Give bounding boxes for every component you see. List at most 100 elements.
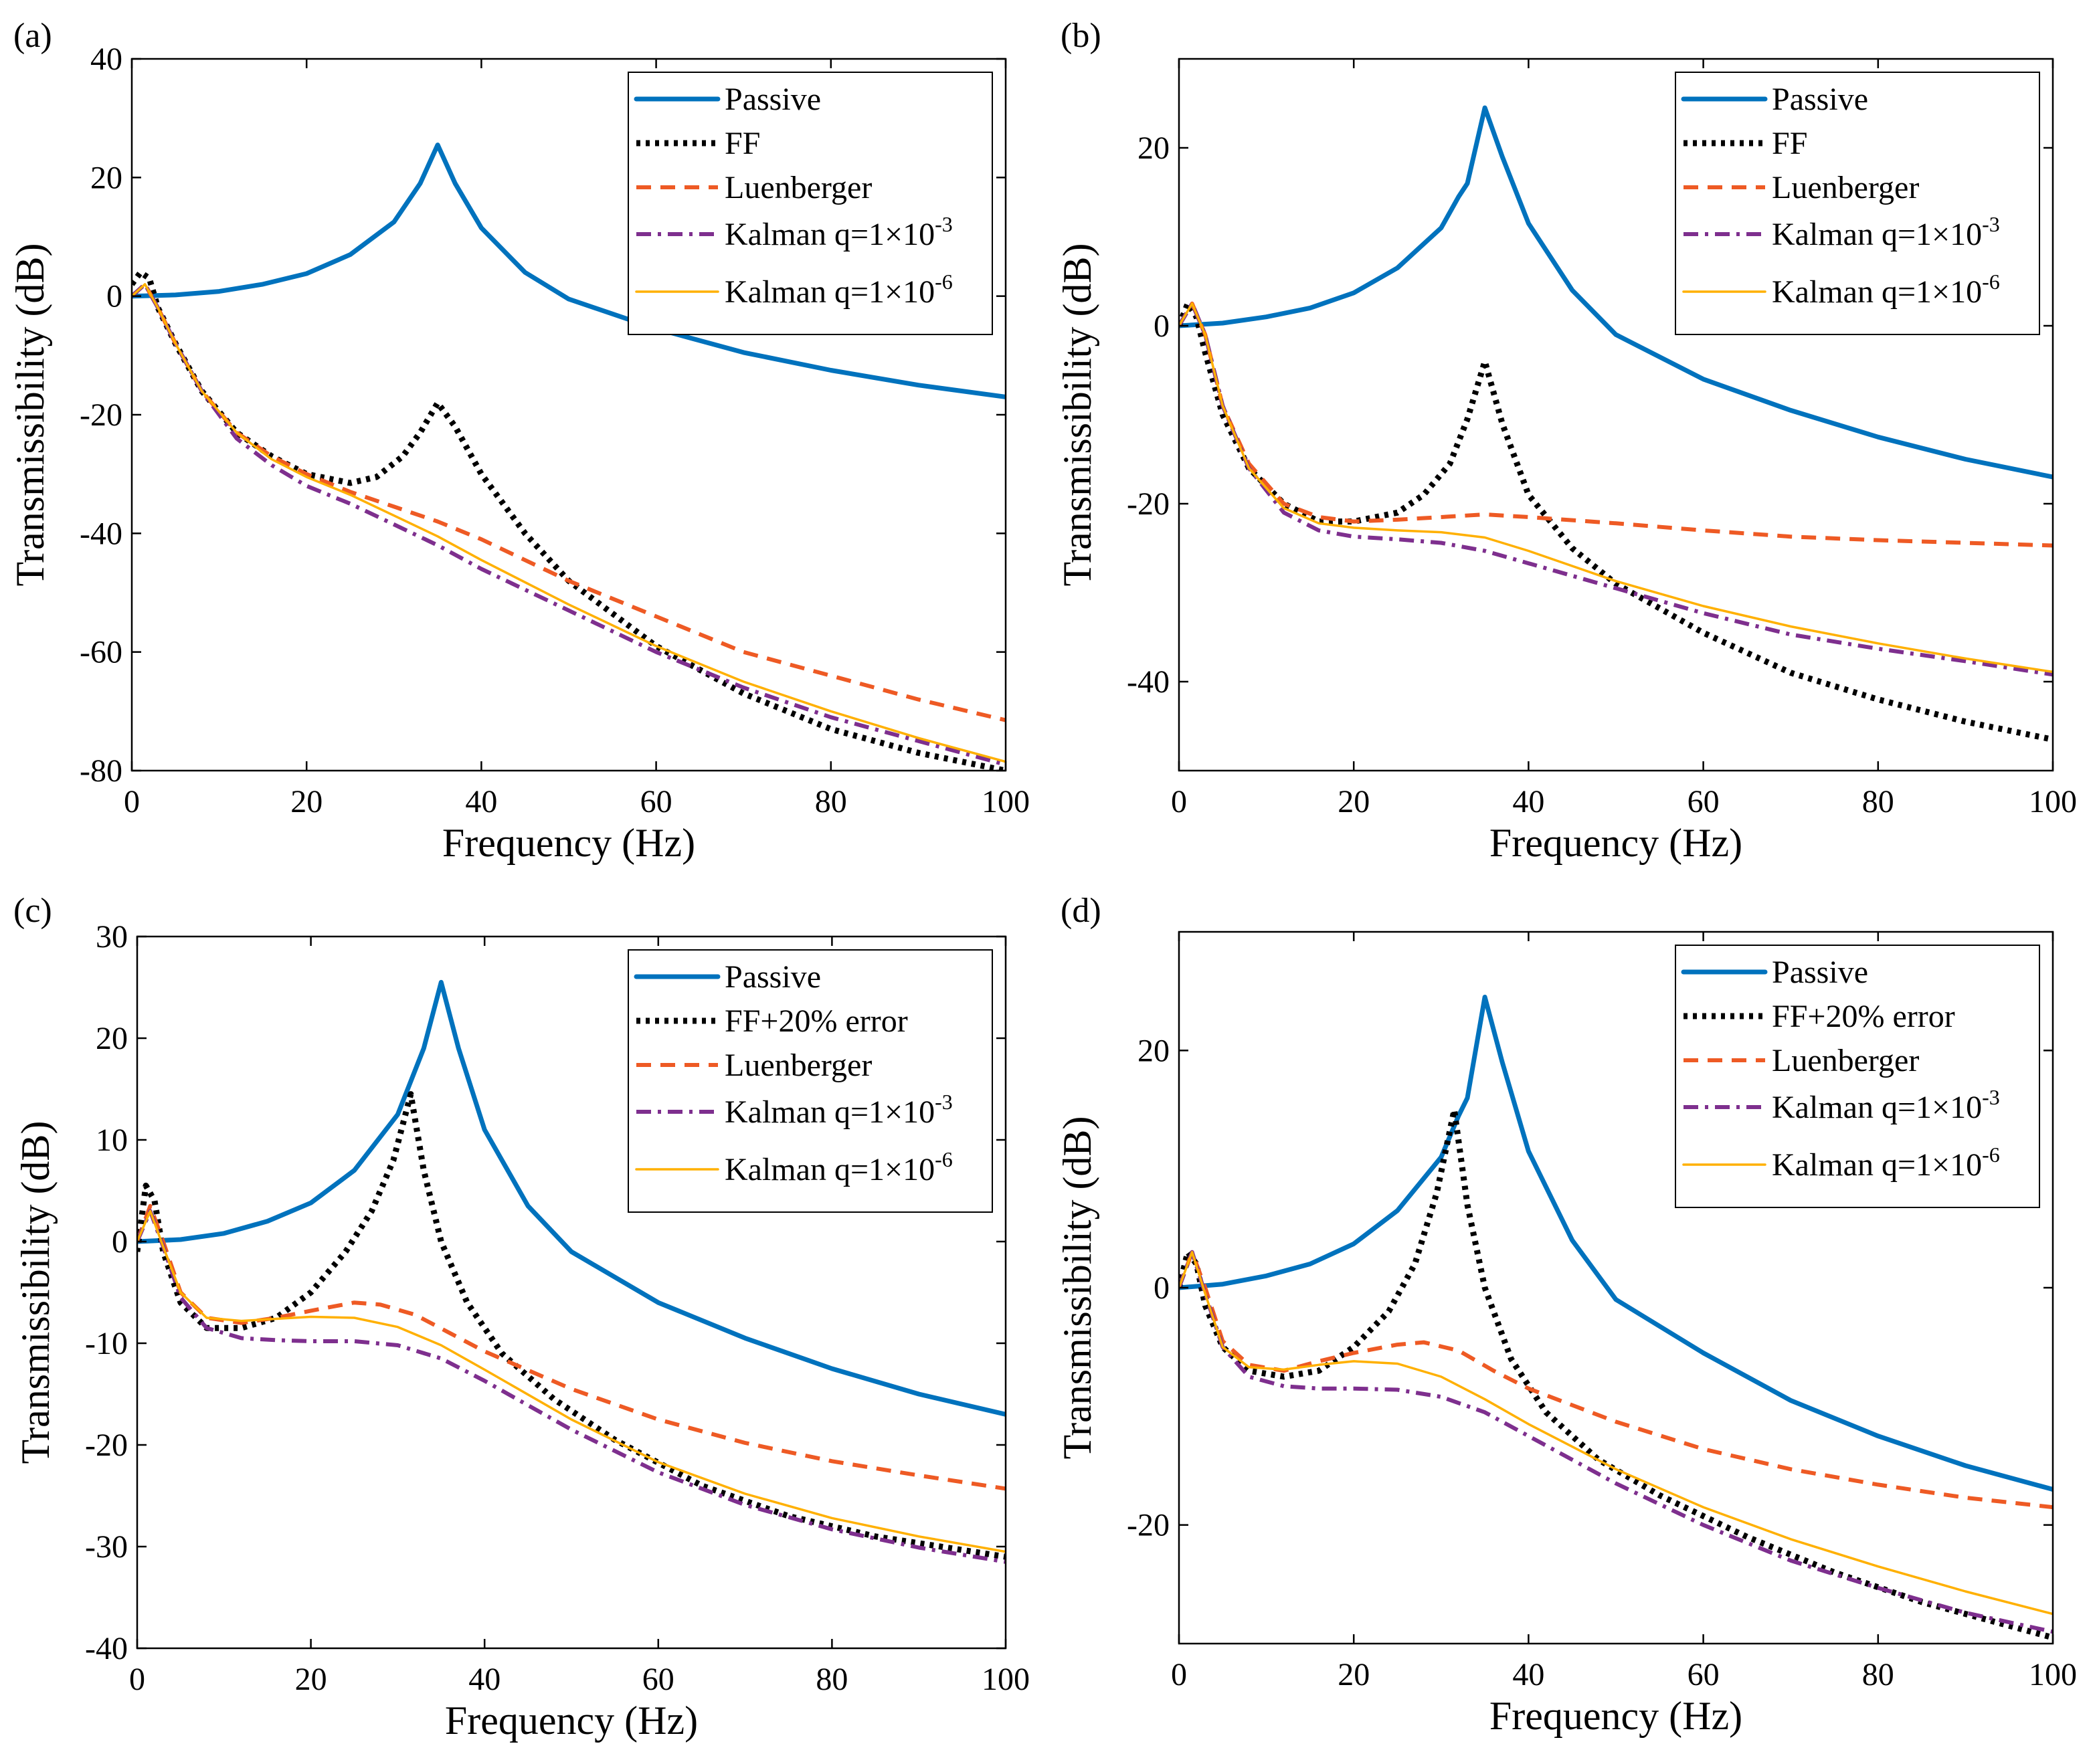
legend-item: FF [636, 126, 760, 161]
x-axis-title: Frequency (Hz) [442, 821, 695, 865]
series-line-passive [137, 979, 1006, 1417]
legend-item: Passive [634, 959, 821, 995]
panel-3: (c) 0 20 40 60 80 100 -40 -30 -20 -10 0 10 20 30 Freque… [13, 892, 1030, 1743]
y-tick-label: 10 [96, 1122, 128, 1158]
panel-label: (d) [1061, 892, 1101, 930]
y-axis-title: Transmissibility (dB) [1055, 243, 1099, 587]
y-tick-label: 20 [96, 1021, 128, 1056]
legend-label: Luenberger [1772, 1043, 1919, 1078]
legend-label: Luenberger [725, 1048, 872, 1083]
legend-label: Kalman q=1×10-6 [725, 270, 953, 310]
axes-box [136, 935, 1007, 1650]
legend-item: Kalman q=1×10-3 [636, 212, 953, 252]
legend-item: Kalman q=1×10-3 [636, 1090, 953, 1130]
y-tick-label: -20 [85, 1428, 128, 1463]
panel-1: (a)0 20 40 60 80 100-80-60-40-2002040Frequenc… [8, 17, 1030, 865]
x-axis-title: Frequency (Hz) [445, 1698, 698, 1743]
legend-label: Kalman q=1×10-3 [1772, 212, 2000, 252]
x-tick-label: 80 [1862, 784, 1894, 819]
x-tick-label: 80 [815, 784, 847, 819]
legend-item: Kalman q=1×10-6 [635, 1147, 953, 1187]
axes-box [1178, 58, 2054, 772]
legend-label: FF+20% error [1772, 999, 1955, 1034]
legend-label-exponent: -6 [935, 270, 953, 294]
y-tick-label: 30 [96, 919, 128, 955]
x-axis-title: Frequency (Hz) [1489, 821, 1742, 865]
legend-item: Kalman q=1×10-6 [1682, 270, 2000, 310]
series-line-kalman-q-1-10-3 [1179, 1250, 2053, 1634]
legend-label: Kalman q=1×10-3 [725, 1090, 953, 1130]
series-group [137, 979, 1006, 1564]
legend-item: Kalman q=1×10-6 [1682, 1143, 2000, 1183]
x-tick-label: 100 [982, 1662, 1030, 1697]
legend-item: Kalman q=1×10-3 [1683, 1085, 2000, 1125]
y-tick-label: 20 [1137, 1033, 1170, 1068]
series-line-passive [132, 142, 1006, 399]
y-tick-label: -20 [80, 397, 122, 433]
legend-label: FF [1772, 126, 1807, 161]
x-tick-label: 80 [816, 1662, 848, 1697]
x-tick-label: 80 [1862, 1657, 1894, 1692]
legend-label-exponent: -6 [1982, 270, 2000, 294]
x-tick-label: 60 [642, 1662, 674, 1697]
y-tick-label: -10 [85, 1326, 128, 1361]
series-line-kalman-q-1-10-3 [1179, 301, 2053, 677]
legend-item: Luenberger [1683, 170, 1919, 205]
x-tick-label: 0 [129, 1662, 145, 1697]
legend-item: FF+20% error [1683, 999, 1955, 1034]
y-tick-label: -40 [85, 1631, 128, 1666]
y-axis-title: Transmissibility (dB) [8, 243, 52, 587]
legend-label: Kalman q=1×10-3 [725, 212, 953, 252]
legend-label: Kalman q=1×10-6 [1772, 1143, 2000, 1183]
legend-item: Luenberger [1683, 1043, 1919, 1078]
series-line-passive [1179, 995, 2053, 1492]
y-tick-label: -40 [1127, 664, 1170, 700]
x-tick-label: 20 [1338, 1657, 1370, 1692]
series-line-kalman-q-1-10-6 [1179, 1251, 2053, 1615]
x-tick-label: 20 [290, 784, 323, 819]
panel-4: (d) 0 20 40 60 80 100 -20 0 20 Frequency (Hz) Trans… [1055, 892, 2077, 1738]
x-tick-label: 60 [1688, 784, 1720, 819]
series-line-ff [132, 269, 1006, 771]
series-line-ff-20-error [137, 1091, 1006, 1560]
y-tick-label: -80 [80, 753, 122, 789]
legend-item: Kalman q=1×10-3 [1683, 212, 2000, 252]
x-tick-label: 40 [1512, 784, 1544, 819]
x-axis-title: Frequency (Hz) [1489, 1694, 1742, 1738]
series-line-kalman-q-1-10-3 [137, 1209, 1006, 1564]
x-tick-label: 40 [468, 1662, 500, 1697]
y-tick-label: -30 [85, 1529, 128, 1565]
series-line-kalman-q-1-10-6 [132, 283, 1006, 763]
legend-label-exponent: -6 [1982, 1143, 2000, 1167]
series-group [1179, 995, 2053, 1641]
x-tick-label: 100 [2029, 1657, 2077, 1692]
y-axis-title: Transmissibility (dB) [1055, 1116, 1099, 1460]
y-tick-label: 40 [90, 41, 122, 77]
x-tick-label: 100 [982, 784, 1030, 819]
series-line-passive [1179, 105, 2053, 480]
legend-label-exponent: -3 [1982, 212, 2000, 236]
y-tick-label: -60 [80, 635, 122, 670]
legend: Passive FF Luenberger Kalman q=1×10-3 Kalman… [1675, 72, 2040, 335]
y-tick-label: 20 [1137, 130, 1170, 166]
x-tick-label: 60 [640, 784, 672, 819]
legend-label-exponent: -3 [935, 1090, 953, 1114]
y-tick-label: 20 [90, 160, 122, 195]
panel-label: (a) [13, 17, 52, 55]
legend-label: Passive [725, 959, 821, 995]
legend-item: Luenberger [636, 170, 872, 205]
legend-label-exponent: -6 [935, 1147, 953, 1171]
legend: Passive FF+20% error Luenberger Kalman q=1×… [1675, 945, 2040, 1208]
series-line-kalman-q-1-10-6 [137, 1209, 1006, 1553]
legend-label: Luenberger [1772, 170, 1919, 205]
legend: Passive FF+20% error Luenberger Kalman q=1×… [628, 949, 993, 1213]
series-line-kalman-q-1-10-6 [1179, 302, 2053, 674]
legend-label: Kalman q=1×10-6 [1772, 270, 2000, 310]
series-group [132, 142, 1006, 771]
legend-item: FF+20% error [636, 1003, 908, 1039]
y-tick-label: -20 [1127, 486, 1170, 522]
legend-label: Kalman q=1×10-3 [1772, 1085, 2000, 1125]
series-line-kalman-q-1-10-3 [132, 282, 1006, 767]
y-tick-label: -40 [80, 516, 122, 551]
